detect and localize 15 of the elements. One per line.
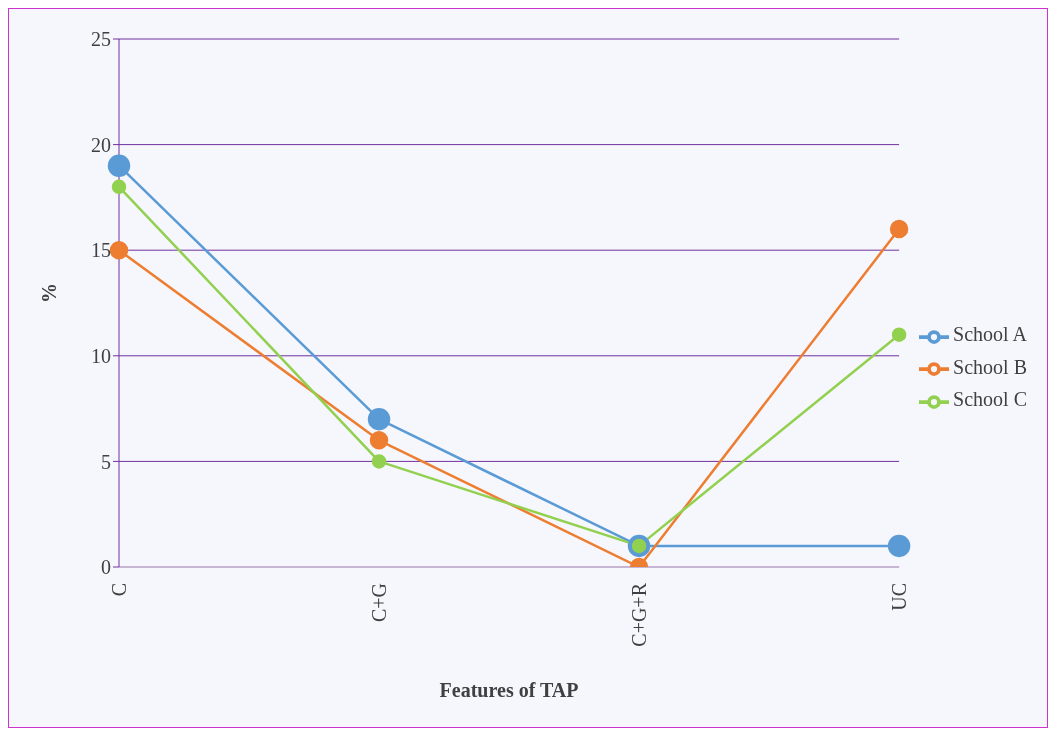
- y-tick-label: 5: [101, 450, 111, 473]
- y-tick-label: 15: [91, 239, 111, 262]
- legend-label: School C: [953, 388, 1027, 411]
- x-tick-label: C+G+R: [628, 582, 651, 647]
- y-tick-label: 10: [91, 344, 111, 367]
- y-tick-label: 25: [91, 28, 111, 51]
- x-tick-label: C+G: [368, 583, 391, 623]
- x-tick-label: C: [108, 583, 130, 597]
- x-axis-title: Features of TAP: [439, 679, 579, 701]
- legend-label: School A: [953, 323, 1027, 346]
- y-tick-label: 20: [91, 133, 111, 156]
- y-axis-title: %: [38, 283, 61, 303]
- legend-label: School B: [953, 355, 1027, 378]
- x-tick-label: UC: [888, 583, 911, 611]
- y-tick-label: 0: [101, 556, 111, 579]
